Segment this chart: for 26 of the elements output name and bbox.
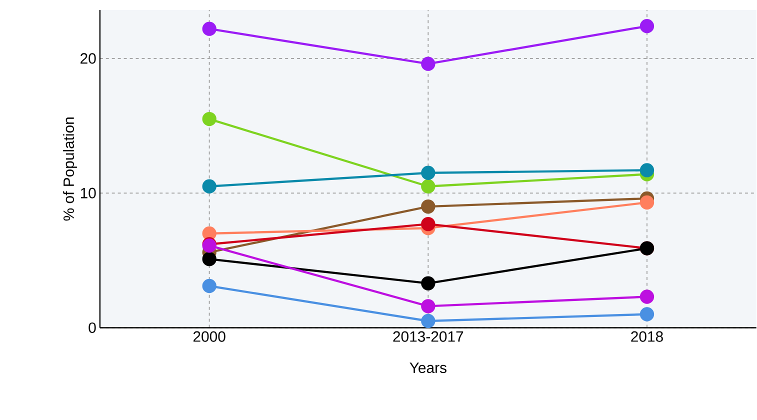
y-tick-label: 10: [80, 188, 96, 199]
point: [202, 252, 216, 266]
x-tick-label: 2000: [193, 331, 226, 342]
point: [421, 217, 436, 232]
y-axis-title: % of Population: [63, 118, 77, 221]
x-axis-title: Years: [410, 362, 446, 374]
x-tick-label: 2018: [631, 331, 663, 342]
point: [640, 163, 654, 178]
point: [640, 290, 654, 304]
point: [421, 276, 436, 291]
point: [640, 196, 654, 210]
point: [202, 22, 216, 36]
point: [421, 200, 436, 214]
point: [421, 299, 436, 314]
point: [202, 112, 216, 126]
point: [421, 166, 436, 180]
point: [421, 56, 436, 72]
point: [202, 279, 216, 294]
point: [421, 179, 436, 194]
y-tick-label: 0: [88, 322, 96, 334]
y-tick-label: 20: [80, 53, 96, 64]
point: [421, 314, 436, 328]
point: [640, 19, 654, 34]
point: [640, 307, 654, 322]
x-tick-label: 2013-2017: [393, 331, 464, 342]
point: [202, 179, 216, 194]
